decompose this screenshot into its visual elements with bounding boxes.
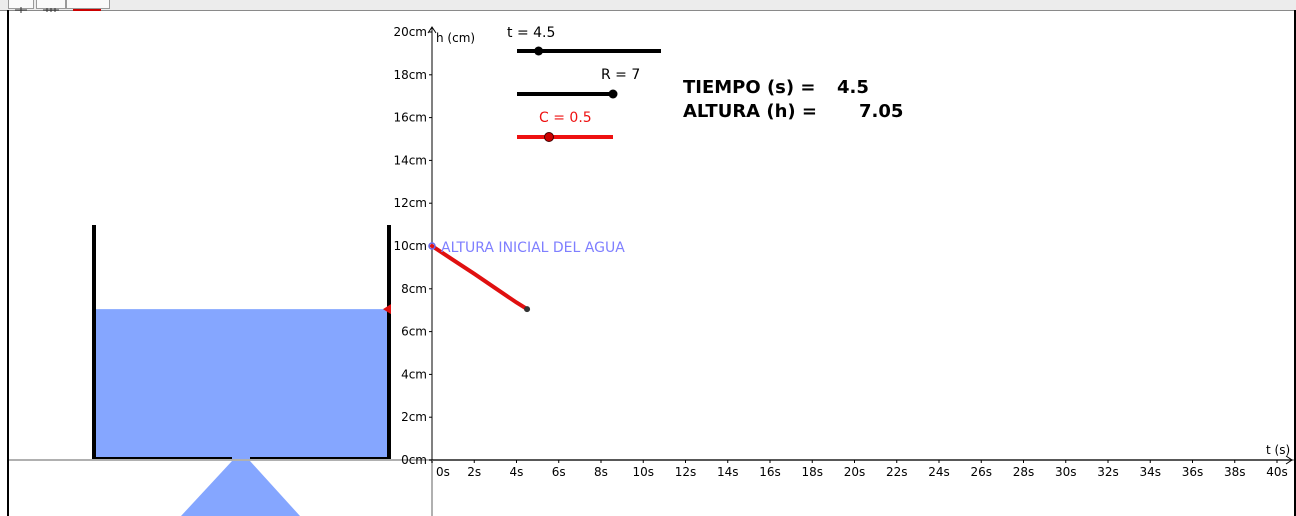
x-tick-label: 10s bbox=[632, 465, 654, 479]
x-tick-label: 34s bbox=[1139, 465, 1161, 479]
tank-view bbox=[92, 225, 391, 516]
y-tick-label: 0cm bbox=[401, 453, 427, 467]
y-tick-label: 8cm bbox=[401, 282, 427, 296]
y-tick-label: 14cm bbox=[393, 153, 427, 167]
water-level-marker bbox=[383, 304, 391, 315]
y-tick-label: 6cm bbox=[401, 325, 427, 339]
current-height-point[interactable] bbox=[524, 306, 531, 313]
x-tick-label: 18s bbox=[801, 465, 823, 479]
x-tick-label: 16s bbox=[759, 465, 781, 479]
x-axis-ticks: 0s 2s 4s 6s 8s 10s 12s 14s 16s 18s 20s 22s 24s 26s 28s… bbox=[431, 460, 1288, 479]
x-tick-label: 8s bbox=[594, 465, 608, 479]
move-icon[interactable] bbox=[8, 0, 34, 13]
y-tick-label: 10cm bbox=[393, 239, 427, 253]
x-tick-label: 26s bbox=[970, 465, 992, 479]
height-readout-label: ALTURA (h) = bbox=[683, 101, 817, 122]
window-frame-right bbox=[1294, 10, 1296, 516]
y-tick-label: 20cm bbox=[393, 25, 427, 39]
x-tick-label: 32s bbox=[1097, 465, 1119, 479]
initial-height-point[interactable] bbox=[428, 242, 436, 250]
y-tick-label: 2cm bbox=[401, 410, 427, 424]
y-tick-label: 16cm bbox=[393, 111, 427, 125]
y-axis-ticks: 0cm 2cm 4cm 6cm 8cm 10cm 12cm 14cm 16cm 18cm 20cm bbox=[393, 25, 432, 467]
slider-c-handle[interactable] bbox=[544, 132, 554, 142]
y-tick-label: 4cm bbox=[401, 367, 427, 381]
slider-t-label: t = 4.5 bbox=[507, 25, 555, 41]
x-tick-label: 40s bbox=[1266, 465, 1288, 479]
x-tick-label: 30s bbox=[1055, 465, 1077, 479]
move-view-icon[interactable] bbox=[36, 0, 66, 12]
slider-r-handle[interactable] bbox=[608, 89, 618, 99]
y-tick-label: 12cm bbox=[393, 196, 427, 210]
water-outflow-jet bbox=[181, 461, 300, 516]
slider-c-label: C = 0.5 bbox=[539, 110, 592, 126]
slider-r[interactable]: R = 7 bbox=[517, 67, 640, 99]
x-tick-label: 12s bbox=[675, 465, 697, 479]
x-axis-title: t (s) bbox=[1266, 443, 1290, 457]
x-tick-label: 28s bbox=[1013, 465, 1035, 479]
height-readout-value: 7.05 bbox=[859, 101, 903, 122]
window-frame-left bbox=[7, 10, 9, 516]
x-tick-label: 0s bbox=[436, 465, 450, 479]
slider-tool-icon[interactable] bbox=[66, 0, 110, 11]
x-axis-arrow-icon bbox=[1285, 455, 1293, 465]
x-tick-label: 36s bbox=[1182, 465, 1204, 479]
time-readout-value: 4.5 bbox=[837, 77, 869, 98]
x-tick-label: 22s bbox=[886, 465, 908, 479]
x-tick-label: 38s bbox=[1224, 465, 1246, 479]
x-tick-label: 4s bbox=[510, 465, 524, 479]
height-curve bbox=[430, 244, 530, 312]
slider-r-label: R = 7 bbox=[601, 67, 640, 83]
y-tick-label: 18cm bbox=[393, 68, 427, 82]
time-readout-label: TIEMPO (s) = bbox=[683, 77, 815, 98]
slider-t[interactable]: t = 4.5 bbox=[507, 25, 661, 56]
x-tick-label: 20s bbox=[844, 465, 866, 479]
y-axis-title: h (cm) bbox=[436, 31, 475, 45]
x-tick-label: 2s bbox=[467, 465, 481, 479]
x-tick-label: 6s bbox=[552, 465, 566, 479]
toolbar-strip bbox=[0, 0, 1296, 13]
initial-height-label: ALTURA INICIAL DEL AGUA bbox=[441, 240, 625, 256]
x-tick-label: 24s bbox=[928, 465, 950, 479]
y-axis-arrow-icon bbox=[427, 26, 437, 34]
x-tick-label: 14s bbox=[717, 465, 739, 479]
slider-c[interactable]: C = 0.5 bbox=[517, 110, 613, 142]
slider-t-handle[interactable] bbox=[534, 46, 544, 56]
water-fill bbox=[94, 309, 389, 460]
